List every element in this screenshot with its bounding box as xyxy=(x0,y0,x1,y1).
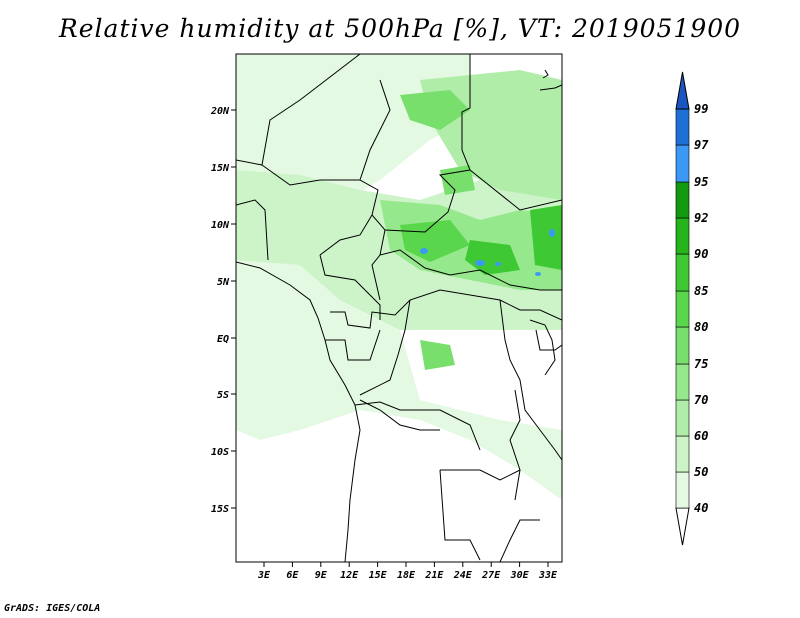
humidity-patch xyxy=(400,90,470,130)
humidity-patch xyxy=(420,340,455,370)
colorbar-segment xyxy=(675,108,690,146)
colorbar-level-label: 75 xyxy=(694,357,708,371)
colorbar-segment xyxy=(675,253,690,292)
colorbar-segment xyxy=(675,363,690,401)
lon-tick-label: 18E xyxy=(397,570,416,581)
colorbar-level-label: 50 xyxy=(694,465,708,479)
colorbar-level-label: 40 xyxy=(694,501,708,515)
colorbar-segment xyxy=(675,181,690,219)
colorbar-level-label: 70 xyxy=(694,393,708,407)
lat-tick-label: 15S xyxy=(211,504,229,515)
lat-tick-label: 10N xyxy=(211,220,230,231)
map-frame xyxy=(235,53,563,563)
colorbar-level-label: 97 xyxy=(694,138,709,152)
lon-tick-label: 6E xyxy=(286,570,299,581)
lon-tick-label: 21E xyxy=(424,570,444,581)
colorbar-level-label: 92 xyxy=(694,211,708,225)
lon-tick-label: 15E xyxy=(369,570,388,581)
lon-tick-label: 24E xyxy=(453,570,473,581)
lon-tick-label: 33E xyxy=(538,570,558,581)
colorbar-segment xyxy=(675,290,690,328)
colorbar-level-label: 99 xyxy=(694,102,708,116)
country-borders xyxy=(236,54,562,562)
lat-tick-label: 10S xyxy=(211,447,229,458)
latitude-axis: 20N 15N 10N 5N EQ 5S 10S 15S xyxy=(210,106,236,515)
humidity-patch xyxy=(549,229,555,237)
colorbar-legend: 40 50 60 70 75 80 85 90 92 95 97 99 xyxy=(675,71,709,546)
lat-tick-label: 20N xyxy=(210,106,230,117)
lon-tick-label: 9E xyxy=(315,570,328,581)
humidity-region-north xyxy=(236,54,470,210)
humidity-patch xyxy=(475,260,485,266)
lat-tick-label: 5S xyxy=(217,390,229,401)
colorbar-segment xyxy=(675,435,690,473)
map-title: Relative humidity at 500hPa [%], VT: 201… xyxy=(58,14,742,43)
humidity-field xyxy=(236,54,562,562)
colorbar-level-label: 85 xyxy=(694,284,708,298)
longitude-axis: 3E 6E 9E 12E 15E 18E 21E 24E 27E 30E 33E xyxy=(257,562,558,581)
lat-tick-label: 5N xyxy=(217,277,230,288)
colorbar-level-label: 95 xyxy=(694,175,708,189)
colorbar-level-label: 90 xyxy=(694,247,708,261)
colorbar-segment xyxy=(675,71,690,110)
lon-tick-label: 3E xyxy=(257,570,271,581)
humidity-patch xyxy=(400,220,470,262)
lat-tick-label: EQ xyxy=(217,334,229,345)
lon-tick-label: 27E xyxy=(481,570,501,581)
humidity-patch xyxy=(530,205,562,270)
colorbar-segment xyxy=(675,471,690,509)
humidity-patch xyxy=(420,248,428,254)
lon-tick-label: 12E xyxy=(340,570,359,581)
colorbar-segment xyxy=(675,217,690,255)
grads-credit: GrADS: IGES/COLA xyxy=(4,603,101,614)
colorbar-segment xyxy=(675,326,690,365)
colorbar-level-label: 80 xyxy=(694,320,708,334)
colorbar-level-label: 60 xyxy=(694,429,708,443)
humidity-patch xyxy=(440,165,475,195)
colorbar-segment xyxy=(675,144,690,183)
humidity-patch xyxy=(495,262,501,266)
humidity-patch xyxy=(535,272,541,276)
colorbar-segment xyxy=(675,507,690,546)
lon-tick-label: 30E xyxy=(510,570,530,581)
lat-tick-label: 15N xyxy=(211,163,230,174)
humidity-patch xyxy=(465,240,520,275)
humidity-region-central xyxy=(236,260,562,500)
colorbar-segment xyxy=(675,399,690,437)
